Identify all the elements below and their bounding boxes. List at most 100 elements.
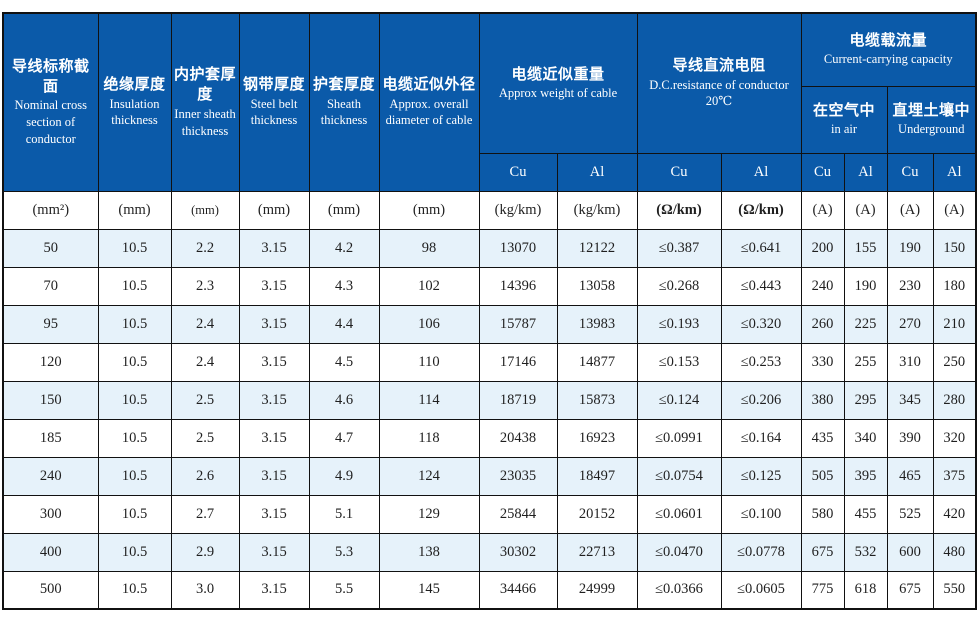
table-cell: 180 (932, 266, 977, 306)
unit-cell: (kg/km) (478, 190, 558, 230)
unit-cell: (Ω/km) (720, 190, 802, 230)
table-cell: ≤0.253 (720, 342, 802, 382)
header-diameter-zh: 电缆近似外径 (382, 77, 476, 94)
table-cell: 13983 (556, 304, 638, 344)
table-row: 50 10.5 2.2 3.15 4.2 98 13070 12122 ≤0.387 ≤0.641… (2, 228, 977, 268)
table-cell: 15787 (478, 304, 558, 344)
table-cell: 138 (378, 532, 480, 572)
table-cell: 270 (886, 304, 934, 344)
table-header: 导线标称截面 Nominal cross section of conducto… (2, 12, 977, 230)
table-cell: 260 (800, 304, 845, 344)
header-underground-cu: Cu (886, 152, 934, 192)
table-cell: 310 (886, 342, 934, 382)
table-cell: 532 (843, 532, 888, 572)
header-nominal-section: 导线标称截面 Nominal cross section of conducto… (2, 12, 99, 192)
table-cell: 110 (378, 342, 480, 382)
header-steel-belt-en: Steel belt thickness (250, 96, 298, 128)
header-insulation: 绝缘厚度 Insulation thickness (97, 12, 172, 192)
table-cell: ≤0.0366 (636, 570, 722, 610)
table-cell: ≤0.206 (720, 380, 802, 420)
table-cell: 2.5 (170, 380, 240, 420)
table-cell: 124 (378, 456, 480, 496)
unit-cell: (mm) (308, 190, 380, 230)
table-cell: 15873 (556, 380, 638, 420)
table-row: 120 10.5 2.4 3.15 4.5 110 17146 14877 ≤0.153 ≤0.2… (2, 342, 977, 382)
header-resistance-zh: 导线直流电阻 (672, 58, 766, 75)
table-cell: 10.5 (97, 418, 172, 458)
table-cell: 300 (2, 494, 99, 534)
table-row: 150 10.5 2.5 3.15 4.6 114 18719 15873 ≤0.124 ≤0.2… (2, 380, 977, 420)
table-cell: 210 (932, 304, 977, 344)
cable-spec-table: 导线标称截面 Nominal cross section of conducto… (2, 12, 977, 610)
table-row: 70 10.5 2.3 3.15 4.3 102 14396 13058 ≤0.268 ≤0.44… (2, 266, 977, 306)
table-row: 185 10.5 2.5 3.15 4.7 118 20438 16923 ≤0.0991 ≤0.… (2, 418, 977, 458)
header-resistance-en: D.C.resistance of conductor (649, 77, 789, 92)
table-cell: 10.5 (97, 342, 172, 382)
header-resistance-cu: Cu (636, 152, 722, 192)
table-cell: 400 (2, 532, 99, 572)
table-cell: 114 (378, 380, 480, 420)
table-cell: 50 (2, 228, 99, 268)
table-cell: 10.5 (97, 266, 172, 306)
table-cell: 3.15 (238, 304, 310, 344)
table-cell: 225 (843, 304, 888, 344)
table-cell: 10.5 (97, 494, 172, 534)
header-diameter: 电缆近似外径 Approx. overall diameter of cable (378, 12, 480, 192)
table-cell: 200 (800, 228, 845, 268)
table-cell: 2.3 (170, 266, 240, 306)
table-cell: ≤0.0470 (636, 532, 722, 572)
table-cell: ≤0.0754 (636, 456, 722, 496)
table-cell: 190 (886, 228, 934, 268)
table-cell: 17146 (478, 342, 558, 382)
table-cell: 10.5 (97, 532, 172, 572)
table-cell: 525 (886, 494, 934, 534)
unit-cell: (mm) (238, 190, 310, 230)
table-cell: 2.4 (170, 342, 240, 382)
table-cell: 10.5 (97, 228, 172, 268)
header-inner-sheath-en: Inner sheath thickness (174, 106, 236, 138)
table-cell: ≤0.320 (720, 304, 802, 344)
unit-cell: (mm) (97, 190, 172, 230)
table-cell: 2.2 (170, 228, 240, 268)
table-cell: 320 (932, 418, 977, 458)
table-cell: 5.3 (308, 532, 380, 572)
header-insulation-zh: 绝缘厚度 (103, 77, 166, 94)
header-weight-en: Approx weight of cable (498, 85, 618, 100)
units-row: (mm²) (mm) (mm) (mm) (mm) (mm) (kg/km) (… (2, 190, 977, 230)
header-sheath-en: Sheath thickness (320, 96, 368, 128)
table-cell: 3.15 (238, 380, 310, 420)
table-cell: 4.3 (308, 266, 380, 306)
table-cell: 4.2 (308, 228, 380, 268)
header-in-air: 在空气中 in air (800, 85, 888, 154)
header-capacity-group: 电缆载流量 Current-carrying capacity (800, 12, 977, 87)
unit-cell: (mm²) (2, 190, 99, 230)
table-cell: 240 (800, 266, 845, 306)
table-cell: 4.6 (308, 380, 380, 420)
table-cell: ≤0.124 (636, 380, 722, 420)
table-cell: ≤0.100 (720, 494, 802, 534)
table-cell: 600 (886, 532, 934, 572)
table-row: 95 10.5 2.4 3.15 4.4 106 15787 13983 ≤0.193 ≤0.32… (2, 304, 977, 344)
header-insulation-en: Insulation thickness (109, 96, 160, 128)
table-cell: 190 (843, 266, 888, 306)
table-cell: 3.15 (238, 570, 310, 610)
table-cell: 14396 (478, 266, 558, 306)
table-cell: 2.9 (170, 532, 240, 572)
table-cell: 14877 (556, 342, 638, 382)
table-cell: 30302 (478, 532, 558, 572)
table-cell: 675 (800, 532, 845, 572)
table-cell: 106 (378, 304, 480, 344)
header-underground-en: Underground (898, 122, 965, 137)
table-cell: ≤0.0605 (720, 570, 802, 610)
header-in-air-en: in air (830, 122, 858, 137)
unit-cell: (A) (932, 190, 977, 230)
header-weight-zh: 电缆近似重量 (511, 66, 605, 83)
unit-cell: (mm) (170, 190, 240, 230)
table-cell: ≤0.164 (720, 418, 802, 458)
table-cell: ≤0.125 (720, 456, 802, 496)
table-cell: 330 (800, 342, 845, 382)
table-cell: 455 (843, 494, 888, 534)
table-cell: 465 (886, 456, 934, 496)
header-steel-belt: 钢带厚度 Steel belt thickness (238, 12, 310, 192)
table-cell: 129 (378, 494, 480, 534)
